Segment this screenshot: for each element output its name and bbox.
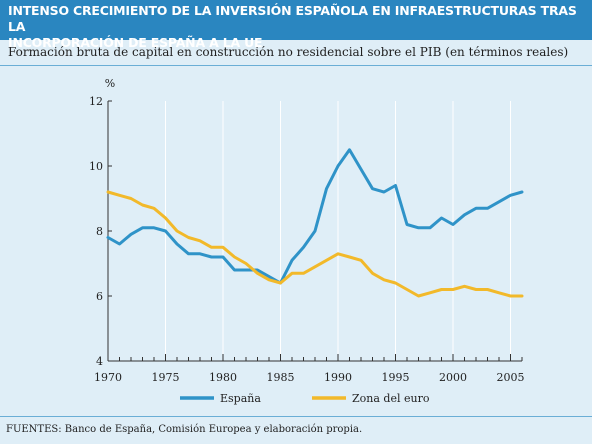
y-tick-label: 8: [96, 225, 103, 238]
x-tick-label: 1990: [324, 371, 352, 384]
source-divider: [0, 416, 592, 417]
y-tick-label: 12: [89, 95, 103, 108]
gridlines: [165, 101, 511, 361]
y-tick-label: 4: [96, 355, 103, 368]
x-tick-label: 1975: [152, 371, 180, 384]
source-note: FUENTES: Banco de España, Comisión Europ…: [6, 424, 363, 435]
series-lines: [106, 148, 524, 298]
legend-label-espana: España: [220, 392, 261, 405]
series-line-zona-del-euro: [106, 190, 524, 298]
legend: España Zona del euro: [180, 392, 430, 405]
x-tick-label: 1995: [382, 371, 410, 384]
y-tick-label: 10: [89, 160, 103, 173]
chart-title-line-2: INCORPORACIÓN DE ESPAÑA A LA UE: [8, 35, 263, 50]
x-tick-label: 1985: [267, 371, 295, 384]
x-tick-label: 1970: [94, 371, 122, 384]
y-tick-label: 6: [96, 290, 103, 303]
x-tick-label: 2005: [497, 371, 525, 384]
x-tick-label: 2000: [439, 371, 467, 384]
chart-title-line-1: INTENSO CRECIMIENTO DE LA INVERSIÓN ESPA…: [8, 3, 577, 34]
title-bar: INTENSO CRECIMIENTO DE LA INVERSIÓN ESPA…: [0, 0, 592, 50]
legend-label-zona-del-euro: Zona del euro: [352, 392, 430, 405]
y-axis-unit: %: [105, 77, 115, 90]
chart-title: INTENSO CRECIMIENTO DE LA INVERSIÓN ESPA…: [8, 3, 584, 51]
chart-subtitle: Formación bruta de capital en construcci…: [8, 45, 569, 59]
x-tick-label: 1980: [209, 371, 237, 384]
axes: 4 6 8 10 12% 1970 1975 1980 1985 1990 1995 2000 2005: [89, 77, 525, 384]
subtitle-divider: [0, 65, 592, 66]
series-line-espana: [106, 148, 524, 285]
